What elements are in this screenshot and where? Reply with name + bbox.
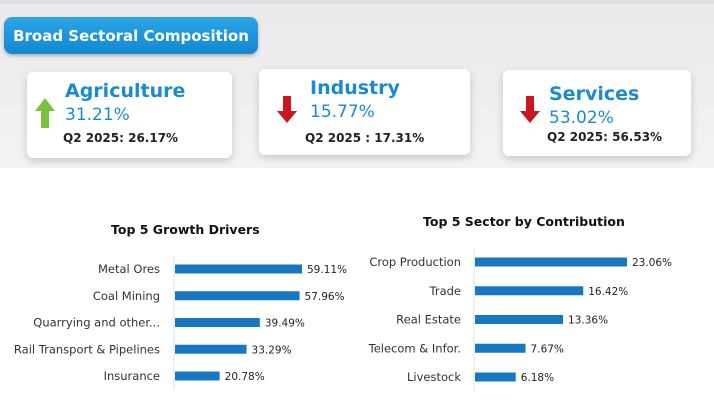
category-label: Coal Mining — [93, 289, 160, 303]
card-q2: Q2 2025: 56.53% — [547, 130, 663, 144]
bar — [175, 344, 247, 354]
card-industry: Industry 15.77% Q2 2025 : 17.31% — [259, 69, 470, 155]
growth-drivers-chart: Metal Ores 59.11% Coal Mining 57.96% Quarryi… — [14, 255, 347, 390]
data-label: 57.96% — [305, 291, 345, 303]
bar — [475, 343, 526, 353]
data-label: 39.49% — [265, 318, 305, 330]
bar — [475, 257, 627, 267]
data-label: 7.67% — [531, 343, 564, 355]
bar — [175, 318, 260, 327]
bar — [175, 264, 302, 274]
data-label: 16.42% — [588, 286, 628, 298]
data-label: 6.18% — [521, 372, 554, 384]
sector-contribution-chart: Crop Production 23.06% Trade 16.42% Real Est… — [368, 247, 672, 392]
category-label: Real Estate — [396, 313, 461, 327]
bar — [475, 315, 564, 324]
category-label: Trade — [429, 284, 462, 298]
arrow-up-icon — [35, 98, 55, 128]
bar — [475, 372, 516, 382]
category-label: Metal Ores — [98, 262, 160, 276]
chart-title-growth-drivers: Top 5 Growth Drivers — [111, 222, 260, 237]
card-name: Agriculture — [65, 80, 186, 102]
card-q2: Q2 2025: 26.17% — [63, 131, 179, 145]
arrow-down-icon — [277, 96, 297, 123]
section-title-badge: Broad Sectoral Composition — [4, 17, 258, 54]
chart-title-sector-contribution: Top 5 Sector by Contribution — [423, 214, 625, 229]
card-q2: Q2 2025 : 17.31% — [305, 131, 425, 145]
category-label: Crop Production — [369, 255, 461, 269]
top-divider — [0, 0, 714, 4]
data-label: 13.36% — [568, 315, 608, 327]
category-label: Rail Transport & Pipelines — [14, 342, 160, 356]
card-agriculture: Agriculture 31.21% Q2 2025: 26.17% — [27, 72, 232, 158]
card-value: 31.21% — [65, 105, 130, 125]
category-label: Insurance — [104, 369, 160, 383]
bar — [475, 286, 584, 296]
card-value: 15.77% — [310, 102, 375, 122]
category-label: Quarrying and other... — [33, 316, 160, 330]
card-value: 53.02% — [549, 108, 614, 128]
card-services: Services 53.02% Q2 2025: 56.53% — [503, 70, 691, 156]
category-label: Livestock — [407, 370, 461, 384]
card-name: Services — [549, 83, 640, 105]
category-label: Telecom & Infor. — [368, 341, 461, 355]
bar — [175, 291, 300, 301]
data-label: 59.11% — [307, 264, 347, 276]
bar — [175, 371, 220, 381]
data-label: 23.06% — [632, 257, 672, 269]
card-name: Industry — [310, 77, 400, 99]
arrow-down-icon — [520, 96, 540, 123]
data-label: 33.29% — [252, 344, 292, 356]
data-label: 20.78% — [225, 371, 265, 383]
